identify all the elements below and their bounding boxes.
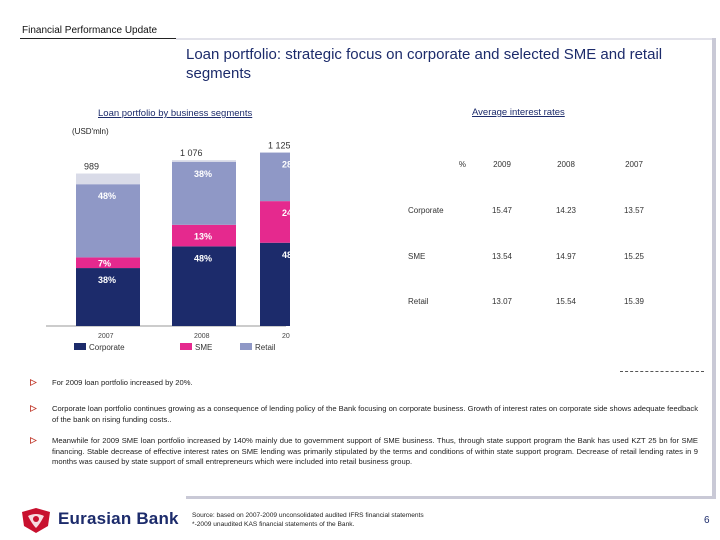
category-label-2008: 2008 <box>194 333 210 340</box>
legend-label-corporate: Corporate <box>89 343 125 352</box>
data-label-sme-2008: 13% <box>194 232 212 242</box>
eurasian-bank-logo <box>22 508 50 533</box>
bullet-text: Corporate loan portfolio continues growi… <box>52 404 698 424</box>
rate-row-sme: SME 13.54 14.97 15.25 <box>386 252 688 266</box>
section-tag: Financial Performance Update <box>22 25 158 36</box>
bar-corporate-2007 <box>76 268 140 326</box>
frame-bottom-border <box>186 496 716 499</box>
legend-swatch-retail <box>240 343 252 350</box>
source-line-2: *-2009 unaudited KAS financial statement… <box>192 520 355 528</box>
rate-header-unit: % <box>458 160 466 169</box>
rate-value-2007: 13.57 <box>623 206 645 215</box>
frame-right-border <box>712 38 716 498</box>
data-label-sme-2009: 24% <box>282 208 290 218</box>
rate-value-2008: 14.97 <box>555 252 577 261</box>
bullet-marker-icon <box>30 437 37 444</box>
page-number: 6 <box>704 515 710 526</box>
slide-title: Loan portfolio: strategic focus on corpo… <box>186 46 663 82</box>
bullet-marker-icon <box>30 379 37 386</box>
bar-retail-2008 <box>172 161 236 225</box>
bar-sme-2009 <box>260 201 290 243</box>
legend-swatch-corporate <box>74 343 86 350</box>
rate-value-2009: 13.07 <box>491 297 513 306</box>
bar-other-2007 <box>76 173 140 185</box>
rate-header-row: % 2009 2008 2007 <box>386 160 688 174</box>
rate-value-2009: 15.47 <box>491 206 513 215</box>
data-label-corporate-2007: 38% <box>98 275 116 285</box>
logo-text: Eurasian Bank <box>58 509 179 528</box>
category-label-2009: 2009 <box>282 333 290 340</box>
rate-segment: Corporate <box>408 206 444 215</box>
total-label-2008: 1 076 <box>180 148 203 158</box>
source-line-1: Source: based on 2007-2009 unconsolidate… <box>192 512 424 519</box>
data-label-corporate-2009: 48% <box>282 250 290 260</box>
rate-value-2009: 13.54 <box>491 252 513 261</box>
data-label-retail-2008: 38% <box>194 169 212 179</box>
bullet-marker-icon <box>30 405 37 412</box>
source-note: Source: based on 2007-2009 unconsolidate… <box>192 512 512 529</box>
bar-sme-2007 <box>76 257 140 269</box>
bar-corporate-2009 <box>260 242 290 326</box>
data-label-corporate-2008: 48% <box>194 253 212 263</box>
data-label-sme-2007: 7% <box>98 259 111 269</box>
rate-row-retail: Retail 13.07 15.54 15.39 <box>386 297 688 311</box>
dashed-divider <box>620 371 704 372</box>
category-label-2007: 2007 <box>98 333 114 340</box>
rate-segment: Retail <box>408 297 429 306</box>
bar-retail-2009 <box>260 152 290 202</box>
bullet-text: For 2009 loan portfolio increased by 20%… <box>52 378 193 387</box>
rates-heading: Average interest rates <box>472 107 565 118</box>
chart-heading: Loan portfolio by business segments <box>98 108 253 119</box>
chart-units: (USD'mln) <box>72 127 109 136</box>
bar-retail-2007 <box>76 184 140 258</box>
data-label-retail-2009: 28% <box>282 160 290 170</box>
rate-header-2008: 2008 <box>557 160 575 169</box>
rate-value-2008: 15.54 <box>555 297 577 306</box>
rate-header-2009: 2009 <box>493 160 511 169</box>
rate-segment: SME <box>408 252 426 261</box>
legend-label-sme: SME <box>195 343 212 352</box>
frame-top-border <box>176 38 716 40</box>
loan-portfolio-chart: 38% 7% 48% 989 2007 48% 13% 38% 1 076 2008 48% 24% 2… <box>46 141 290 352</box>
bar-sme-2008 <box>172 224 236 247</box>
total-label-2007: 989 <box>84 162 99 172</box>
bar-other-2008 <box>172 160 236 162</box>
legend-label-retail: Retail <box>255 343 276 352</box>
data-label-retail-2007: 48% <box>98 191 116 201</box>
header-rule <box>20 38 176 39</box>
rate-value-2008: 14.23 <box>555 206 577 215</box>
rate-header-2007: 2007 <box>625 160 643 169</box>
rate-value-2007: 15.25 <box>623 252 645 261</box>
bullet-text: Meanwhile for 2009 SME loan portfolio in… <box>52 436 698 466</box>
legend-swatch-sme <box>180 343 192 350</box>
bar-corporate-2008 <box>172 246 236 326</box>
total-label-2009: 1 125 <box>268 141 290 151</box>
rate-row-corporate: Corporate 15.47 14.23 13.57 <box>386 206 688 220</box>
rate-value-2007: 15.39 <box>623 297 645 306</box>
